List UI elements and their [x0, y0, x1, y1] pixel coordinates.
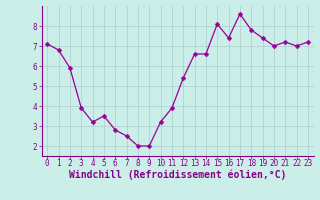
X-axis label: Windchill (Refroidissement éolien,°C): Windchill (Refroidissement éolien,°C) [69, 170, 286, 180]
